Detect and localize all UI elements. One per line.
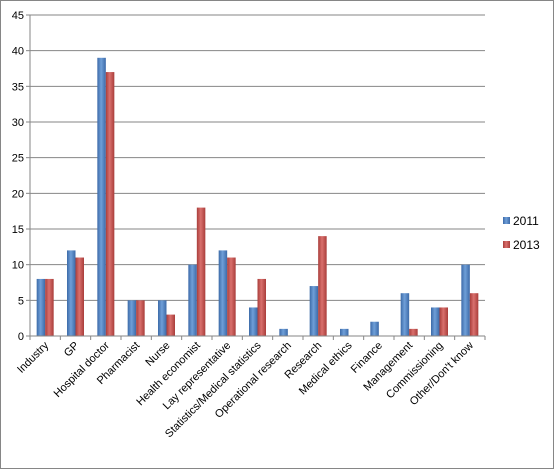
y-tick-label: 15 xyxy=(12,224,24,236)
y-tick-label: 30 xyxy=(12,117,24,129)
bar-2013 xyxy=(318,236,327,336)
y-tick-label: 35 xyxy=(12,81,24,93)
bar-2013 xyxy=(166,314,175,336)
legend-swatch-2013 xyxy=(503,241,510,248)
bar-2013 xyxy=(196,207,206,336)
bars xyxy=(36,57,479,337)
bar-2013 xyxy=(75,257,84,336)
bar-2013 xyxy=(105,72,115,337)
bar-2013 xyxy=(136,300,145,336)
bar-2011 xyxy=(309,286,319,336)
y-tick-labels: 0 5 10 15 20 25 30 35 40 45 xyxy=(12,10,24,343)
bar-2011 xyxy=(188,264,197,336)
bar-2011 xyxy=(218,250,228,336)
bar-2011 xyxy=(340,328,349,336)
x-tick-label: Medical ethics xyxy=(297,339,355,397)
bar-2011 xyxy=(36,278,46,336)
x-tick-label: GP xyxy=(62,340,82,360)
x-tick-label: Industry xyxy=(15,339,52,376)
bar-2011 xyxy=(461,264,470,336)
bar-2011 xyxy=(249,307,258,336)
y-tick-label: 45 xyxy=(12,10,24,22)
bar-2013 xyxy=(45,278,54,336)
legend-label-2013: 2013 xyxy=(513,238,540,252)
bar-2013 xyxy=(227,257,236,336)
y-tick-label: 40 xyxy=(12,46,24,58)
bar-2011 xyxy=(67,250,76,336)
bar-2011 xyxy=(370,321,379,336)
bar-2011 xyxy=(400,293,410,336)
y-tick-label: 0 xyxy=(18,331,24,343)
bar-2011 xyxy=(158,300,167,336)
axes xyxy=(26,14,486,340)
bar-2011 xyxy=(431,307,440,336)
bar-2013 xyxy=(257,278,266,336)
legend: 2011 2013 xyxy=(503,214,540,252)
bar-2011 xyxy=(127,300,137,336)
bar-2013 xyxy=(469,293,479,336)
legend-swatch-2011 xyxy=(503,217,510,224)
y-tick-label: 20 xyxy=(12,188,24,200)
bar-2011 xyxy=(279,328,288,336)
legend-label-2011: 2011 xyxy=(513,214,539,228)
y-tick-label: 5 xyxy=(18,295,24,307)
y-tick-label: 10 xyxy=(12,260,24,272)
bar-2013 xyxy=(409,328,418,336)
bar-2011 xyxy=(97,57,106,337)
bar-2013 xyxy=(439,307,448,336)
y-tick-label: 25 xyxy=(12,153,24,165)
